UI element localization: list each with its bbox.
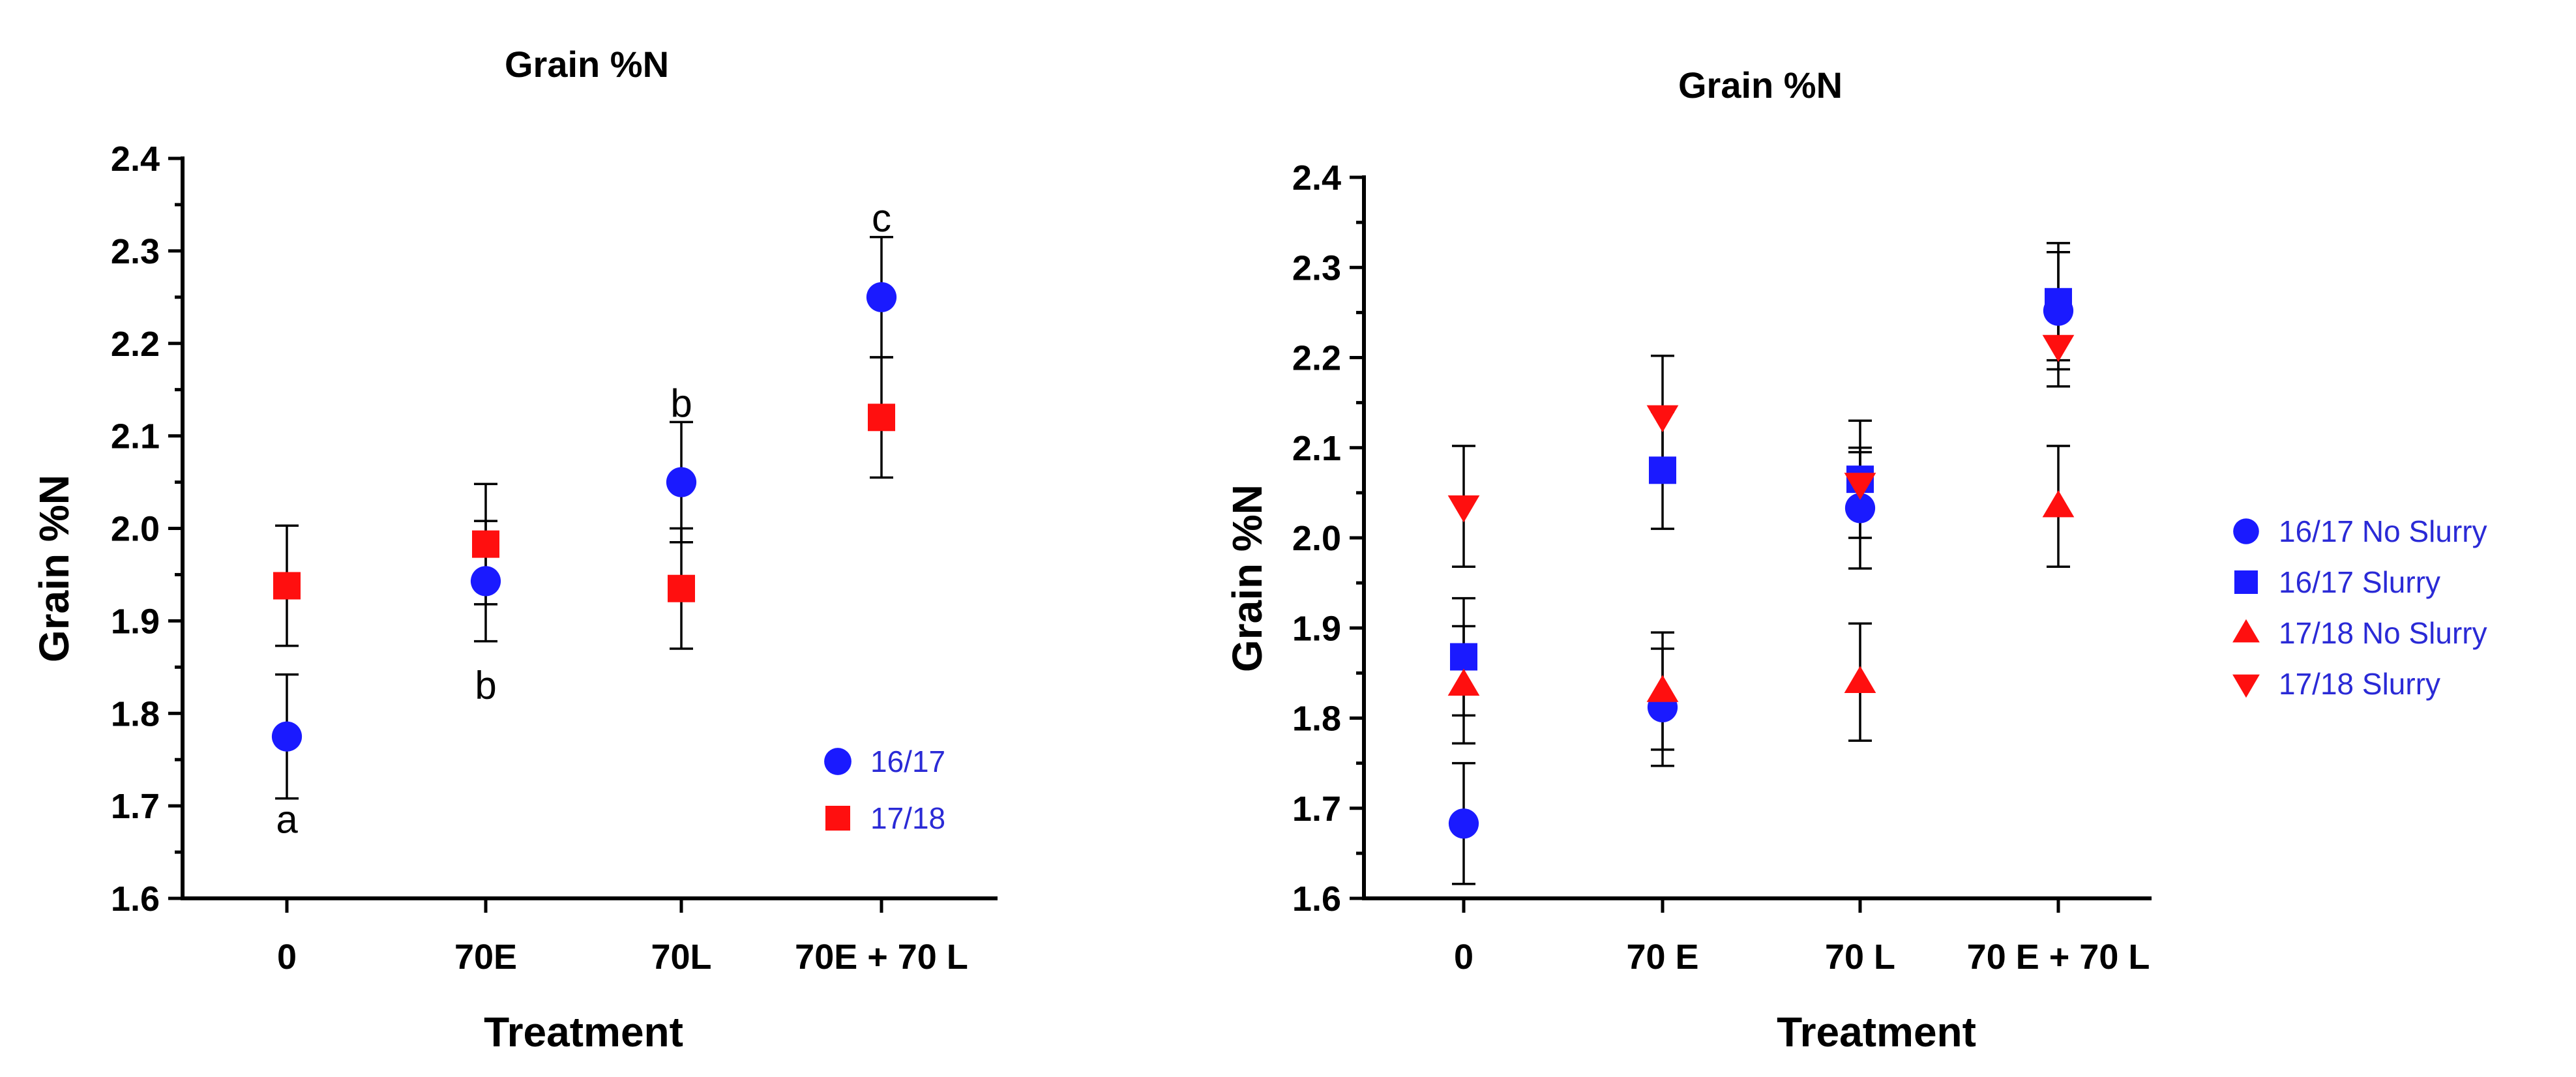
data-point <box>1448 808 1479 839</box>
data-point <box>1646 405 1679 433</box>
significance-letter: c <box>872 196 891 240</box>
chart-right-legend: 16/17 No Slurry 16/17 Slurry 17/18 No Slur… <box>2232 514 2487 701</box>
x-tick-label: 70E + 70 L <box>795 937 968 977</box>
legend-marker <box>2233 518 2259 544</box>
chart-left-ylabel: Grain %N <box>31 475 78 662</box>
chart-right-title: Grain %N <box>1678 65 1843 106</box>
y-tick-label: 2.2 <box>111 325 160 364</box>
legend-marker <box>2232 619 2260 643</box>
chart-right-marks <box>1447 242 2075 885</box>
y-tick-label: 1.6 <box>111 879 160 919</box>
legend-label: 17/18 <box>870 801 945 835</box>
y-tick-label: 2.4 <box>1292 158 1341 198</box>
chart-left-xlabel: Treatment <box>484 1009 683 1055</box>
chart-left-marks <box>271 235 897 800</box>
y-tick-label: 2.2 <box>1292 339 1341 378</box>
data-point <box>1447 668 1480 696</box>
data-point <box>1844 473 1876 500</box>
y-tick-label: 2.1 <box>111 417 160 456</box>
chart-right-y-ticks: 1.6 1.7 1.8 1.9 2.0 2.1 2.2 2.3 2.4 <box>1292 158 1341 919</box>
x-tick-label: 0 <box>1454 937 1473 977</box>
y-tick-label: 1.6 <box>1292 879 1341 919</box>
x-tick-label: 70 L <box>1825 937 1895 977</box>
legend-label: 17/18 Slurry <box>2279 667 2440 701</box>
data-point <box>1649 456 1676 484</box>
data-point <box>1844 666 1876 693</box>
y-tick-label: 2.4 <box>111 140 160 179</box>
chart-right-x-ticks: 0 70 E 70 L 70 E + 70 L <box>1454 937 2150 977</box>
data-point <box>470 566 501 597</box>
data-point <box>273 572 301 600</box>
chart-right: Grain %N Grain %N Treatment 1.6 1.7 1.8 1.9… <box>1224 65 2487 1055</box>
significance-letter: b <box>670 381 692 425</box>
y-tick-label: 1.7 <box>1292 789 1341 829</box>
chart-left-annotations: a b b c <box>276 196 891 841</box>
chart-left-title: Grain %N <box>505 44 669 85</box>
data-point <box>1450 643 1477 671</box>
legend-label: 16/17 Slurry <box>2279 565 2440 599</box>
data-point <box>2045 288 2072 316</box>
y-tick-label: 1.8 <box>1292 700 1341 739</box>
legend-marker <box>824 748 851 775</box>
y-tick-label: 1.9 <box>111 602 160 641</box>
chart-left-legend: 16/17 17/18 <box>824 745 945 835</box>
chart-left-axes <box>168 156 998 913</box>
x-tick-label: 70 E + 70 L <box>1967 937 2150 977</box>
significance-letter: a <box>276 797 298 841</box>
x-tick-label: 0 <box>277 937 297 977</box>
data-point <box>271 721 303 752</box>
data-point <box>668 574 695 602</box>
data-point <box>2042 334 2075 362</box>
data-point <box>868 404 895 432</box>
x-tick-label: 70 E <box>1626 937 1698 977</box>
chart-left-x-ticks: 0 70E 70L 70E + 70 L <box>277 937 968 977</box>
legend-marker <box>825 806 850 831</box>
chart-right-ylabel: Grain %N <box>1224 484 1271 672</box>
data-point <box>472 530 499 558</box>
legend-label: 16/17 No Slurry <box>2279 514 2487 548</box>
x-tick-label: 70L <box>651 937 711 977</box>
y-tick-label: 2.3 <box>111 232 160 271</box>
chart-left: Grain %N Grain %N Treatment 1.6 1.7 1.8 1.9… <box>31 44 998 1055</box>
data-point <box>1844 493 1876 524</box>
data-point <box>866 282 897 312</box>
legend-marker <box>2232 674 2260 698</box>
chart-right-axes <box>1350 175 2152 913</box>
chart-right-xlabel: Treatment <box>1777 1009 1976 1055</box>
y-tick-label: 2.0 <box>111 510 160 549</box>
data-point <box>666 467 697 497</box>
data-point <box>1646 675 1679 702</box>
y-tick-label: 1.9 <box>1292 609 1341 648</box>
y-tick-label: 1.8 <box>111 694 160 733</box>
y-tick-label: 2.3 <box>1292 248 1341 288</box>
legend-label: 17/18 No Slurry <box>2279 616 2487 650</box>
significance-letter: b <box>475 664 496 707</box>
chart-left-y-ticks: 1.6 1.7 1.8 1.9 2.0 2.1 2.2 2.3 2.4 <box>111 140 160 919</box>
data-point <box>2042 490 2075 518</box>
y-tick-label: 1.7 <box>111 787 160 826</box>
y-tick-label: 2.1 <box>1292 429 1341 468</box>
legend-marker <box>2234 570 2258 594</box>
data-point <box>1447 495 1480 523</box>
x-tick-label: 70E <box>454 937 517 977</box>
y-tick-label: 2.0 <box>1292 519 1341 558</box>
legend-label: 16/17 <box>870 745 945 778</box>
